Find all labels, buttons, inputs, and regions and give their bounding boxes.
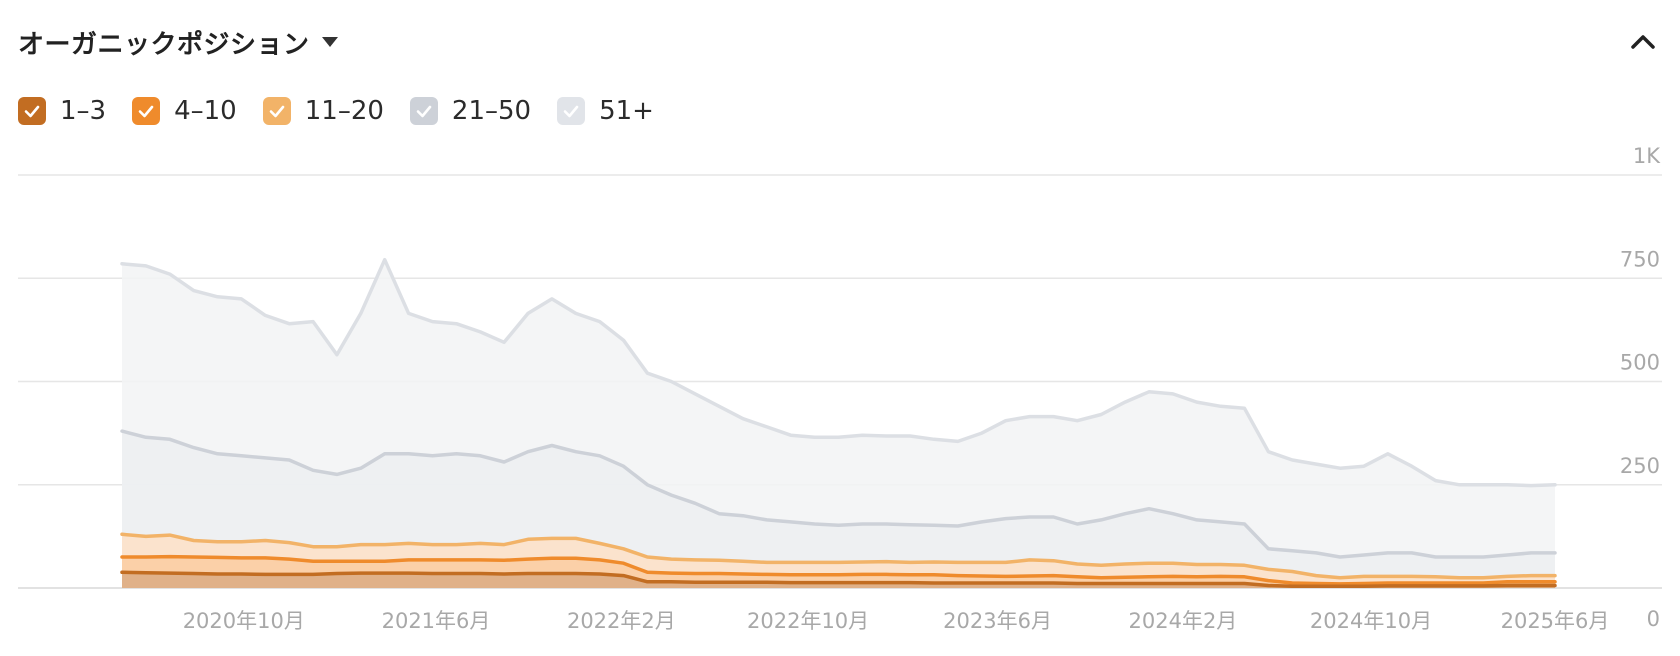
check-icon: [563, 105, 579, 118]
y-tick-label-500: 500: [1620, 351, 1660, 375]
x-tick-label-7: 2025年6月: [1501, 609, 1610, 633]
check-icon: [24, 105, 40, 118]
series-line-51+: [120, 257, 1557, 488]
legend-checkbox-11-20[interactable]: [262, 97, 291, 125]
legend-item-4-10[interactable]: 4–10: [132, 96, 237, 126]
legend-checkbox-21-50[interactable]: [409, 97, 438, 125]
legend-checkbox-51-plus[interactable]: [557, 97, 586, 125]
series-line-21–50: [120, 429, 1557, 559]
y-tick-label-0: 0: [1647, 607, 1660, 631]
check-icon: [416, 105, 432, 118]
y-axis-ticks: 0 250 500 750 1K: [1620, 144, 1661, 631]
y-tick-label-250: 250: [1620, 454, 1660, 478]
x-tick-label-3: 2022年10月: [747, 609, 869, 633]
legend-item-11-20[interactable]: 11–20: [262, 96, 384, 126]
check-icon: [138, 105, 154, 118]
chart-legend: 1–3 4–10 11–20 21–50 51+: [18, 96, 680, 126]
series-line-11–20: [120, 532, 1557, 580]
legend-label-21-50: 21–50: [451, 96, 532, 126]
series-line-1–3: [120, 570, 1557, 589]
x-tick-label-4: 2023年6月: [943, 609, 1052, 633]
chart-title: オーガニックポジション: [18, 29, 310, 60]
title-dropdown-caret-icon[interactable]: [321, 37, 338, 47]
x-tick-label-0: 2020年10月: [183, 609, 305, 633]
legend-item-21-50[interactable]: 21–50: [409, 96, 532, 126]
legend-label-1-3: 1–3: [60, 96, 107, 126]
legend-label-11-20: 11–20: [304, 96, 384, 126]
x-tick-label-1: 2021年6月: [382, 609, 491, 633]
legend-label-51-plus: 51+: [599, 96, 654, 126]
y-tick-label-1K: 1K: [1633, 144, 1661, 168]
y-tick-label-750: 750: [1620, 247, 1660, 271]
x-tick-label-5: 2024年2月: [1129, 609, 1238, 633]
line-series: [120, 257, 1557, 589]
x-axis-ticks: 2020年10月 2021年6月 2022年2月 2022年10月 2023年6月 202…: [183, 609, 1610, 633]
collapse-chevron-up-icon[interactable]: [1628, 26, 1658, 56]
x-tick-label-6: 2024年10月: [1310, 609, 1432, 633]
legend-item-51-plus[interactable]: 51+: [557, 96, 654, 126]
legend-item-1-3[interactable]: 1–3: [18, 96, 106, 126]
legend-checkbox-4-10[interactable]: [132, 97, 161, 125]
legend-label-4-10: 4–10: [174, 96, 237, 126]
area-series: [122, 259, 1555, 588]
series-line-4–10: [120, 554, 1557, 586]
chart-header: オーガニックポジション: [18, 20, 338, 64]
legend-checkbox-1-3[interactable]: [18, 97, 46, 125]
check-icon: [269, 105, 285, 118]
x-tick-label-2: 2022年2月: [567, 609, 676, 633]
